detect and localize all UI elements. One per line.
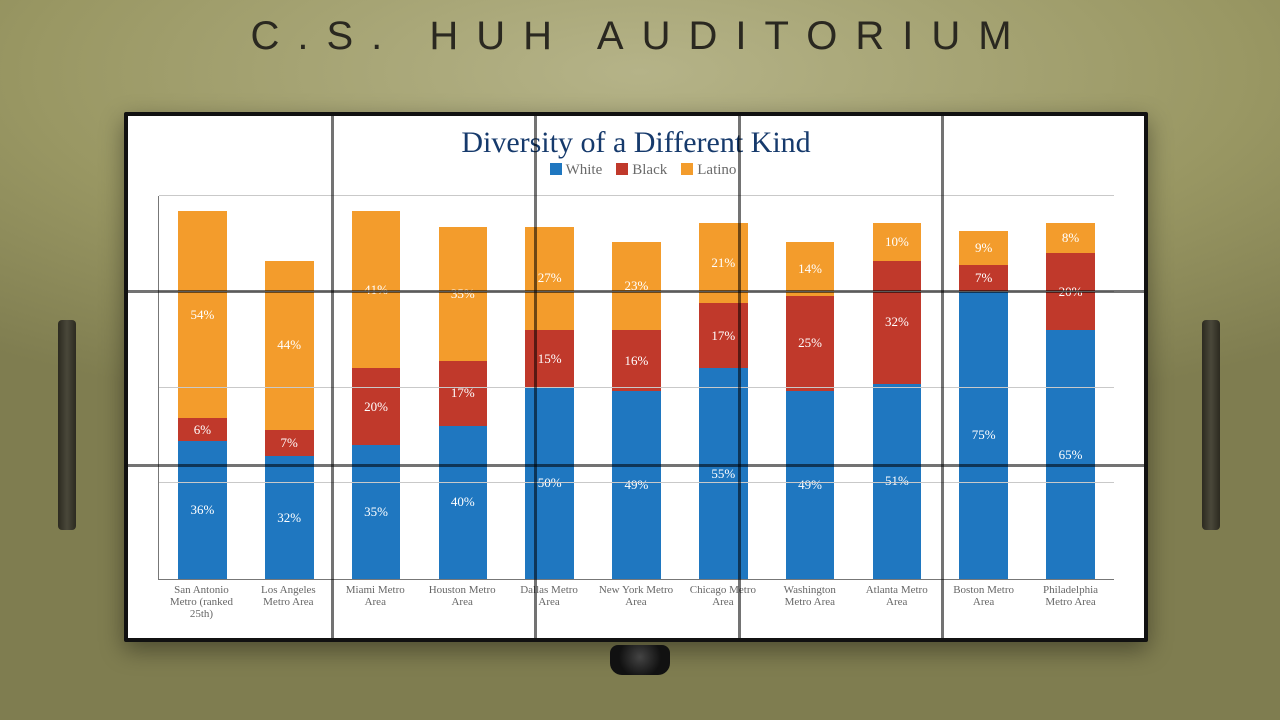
bar-segment-latino: 14% [786,242,835,296]
speaker-left [58,320,76,530]
bar: 50%15%27% [525,227,574,579]
bar-slot: 55%17%21% [680,196,767,579]
speaker-right [1202,320,1220,530]
bar: 75%7%9% [959,230,1008,579]
bar-slot: 49%25%14% [767,196,854,579]
videowall-frame: Diversity of a Different Kind White Black… [124,112,1148,642]
chart-gridline [159,482,1114,483]
bar-slot: 40%17%35% [419,196,506,579]
bar-slot: 35%20%41% [333,196,420,579]
bar: 49%25%14% [786,242,835,579]
bar: 65%20%8% [1046,223,1095,579]
x-axis-label: Washington Metro Area [766,584,853,630]
chart-gridline [159,387,1114,388]
bar-segment-latino: 23% [612,242,661,330]
legend-label: White [566,162,603,178]
bar: 32%7%44% [265,261,314,579]
chart-gridline [159,195,1114,196]
chart-bars: 36%6%54%32%7%44%35%20%41%40%17%35%50%15%… [159,196,1114,579]
bar-segment-white: 49% [612,391,661,579]
bar-segment-latino: 10% [873,223,922,261]
bar-slot: 36%6%54% [159,196,246,579]
bar-segment-black: 17% [699,303,748,368]
legend-label: Latino [697,162,736,178]
x-axis-label: Boston Metro Area [940,584,1027,630]
bar: 49%16%23% [612,242,661,579]
camera-icon [610,645,670,675]
x-axis-label: New York Metro Area [593,584,680,630]
bar-segment-black: 20% [1046,253,1095,330]
bar-slot: 65%20%8% [1027,196,1114,579]
chart-title: Diversity of a Different Kind [148,126,1124,160]
bar: 51%32%10% [873,223,922,579]
bar-slot: 50%15%27% [506,196,593,579]
bar-segment-black: 32% [873,261,922,384]
bar-segment-white: 75% [959,292,1008,579]
bar: 40%17%35% [439,227,488,579]
x-axis-label: Miami Metro Area [332,584,419,630]
bar-segment-white: 40% [439,426,488,579]
bar-segment-black: 17% [439,361,488,426]
chart-gridline [159,291,1114,292]
bar-segment-black: 7% [265,430,314,457]
auditorium-wall: C.S. HUH AUDITORIUM Diversity of a Diffe… [0,0,1280,720]
chart-legend: White Black Latino [148,162,1124,179]
x-axis-label: San Antonio Metro (ranked 25th) [158,584,245,630]
bar-segment-white: 36% [178,441,227,579]
auditorium-title: C.S. HUH AUDITORIUM [0,14,1280,59]
bar-segment-latino: 9% [959,231,1008,265]
bar-segment-black: 20% [352,368,401,445]
x-axis-label: Dallas Metro Area [506,584,593,630]
bar-segment-black: 25% [786,296,835,392]
bar: 36%6%54% [178,211,227,579]
bar-segment-black: 7% [959,265,1008,292]
bar-segment-latino: 44% [265,261,314,430]
bar-segment-white: 55% [699,368,748,579]
bar-segment-latino: 35% [439,227,488,361]
bar-segment-black: 16% [612,330,661,391]
bar-slot: 49%16%23% [593,196,680,579]
bar-segment-white: 65% [1046,330,1095,579]
bar-slot: 75%7%9% [940,196,1027,579]
videowall: Diversity of a Different Kind White Black… [128,116,1144,638]
bar-segment-black: 15% [525,330,574,387]
bar-segment-white: 32% [265,456,314,579]
bar-segment-latino: 8% [1046,223,1095,254]
bar-segment-white: 50% [525,388,574,579]
chart-slide: Diversity of a Different Kind White Black… [128,116,1144,638]
bar-segment-latino: 27% [525,227,574,330]
legend-swatch [550,163,562,175]
x-axis-label: Philadelphia Metro Area [1027,584,1114,630]
legend-label: Black [632,162,667,178]
bar: 35%20%41% [352,211,401,579]
bar-slot: 32%7%44% [246,196,333,579]
bar-segment-white: 49% [786,391,835,579]
x-axis-label: Houston Metro Area [419,584,506,630]
legend-swatch [681,163,693,175]
bar-slot: 51%32%10% [854,196,941,579]
x-axis-label: Chicago Metro Area [679,584,766,630]
chart-plot-area: 36%6%54%32%7%44%35%20%41%40%17%35%50%15%… [158,196,1114,580]
bar: 55%17%21% [699,223,748,579]
bar-segment-white: 35% [352,445,401,579]
bar-segment-black: 6% [178,418,227,441]
x-axis-label: Atlanta Metro Area [853,584,940,630]
legend-swatch [616,163,628,175]
x-axis-label: Los Angeles Metro Area [245,584,332,630]
chart-x-labels: San Antonio Metro (ranked 25th)Los Angel… [158,584,1114,630]
